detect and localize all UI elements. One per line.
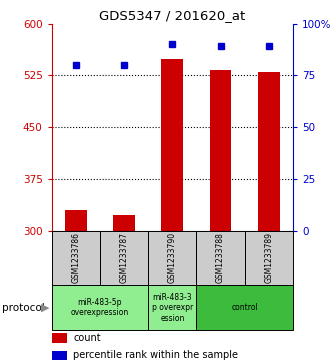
Text: GSM1233788: GSM1233788 bbox=[216, 232, 225, 283]
Bar bbox=[113, 215, 135, 231]
Bar bbox=[245, 231, 293, 285]
Title: GDS5347 / 201620_at: GDS5347 / 201620_at bbox=[99, 9, 245, 23]
Bar bbox=[196, 285, 293, 330]
Text: ▶: ▶ bbox=[41, 303, 49, 313]
Bar bbox=[148, 231, 196, 285]
Text: GSM1233786: GSM1233786 bbox=[71, 232, 80, 283]
Text: percentile rank within the sample: percentile rank within the sample bbox=[73, 351, 238, 360]
Bar bbox=[52, 351, 67, 360]
Text: miR-483-3
p overexpr
ession: miR-483-3 p overexpr ession bbox=[152, 293, 193, 323]
Bar bbox=[52, 285, 148, 330]
Text: control: control bbox=[231, 303, 258, 312]
Text: miR-483-5p
overexpression: miR-483-5p overexpression bbox=[71, 298, 129, 317]
Bar bbox=[210, 70, 231, 231]
Text: protocol: protocol bbox=[2, 303, 44, 313]
Text: GSM1233787: GSM1233787 bbox=[120, 232, 129, 283]
Bar bbox=[100, 231, 148, 285]
Text: GSM1233789: GSM1233789 bbox=[264, 232, 273, 283]
Bar bbox=[65, 210, 87, 231]
Bar bbox=[258, 72, 280, 231]
Text: count: count bbox=[73, 333, 101, 343]
Bar bbox=[196, 231, 245, 285]
Bar bbox=[52, 231, 100, 285]
Bar bbox=[52, 333, 67, 343]
Text: GSM1233790: GSM1233790 bbox=[168, 232, 177, 283]
Bar bbox=[148, 285, 196, 330]
Bar bbox=[162, 59, 183, 231]
